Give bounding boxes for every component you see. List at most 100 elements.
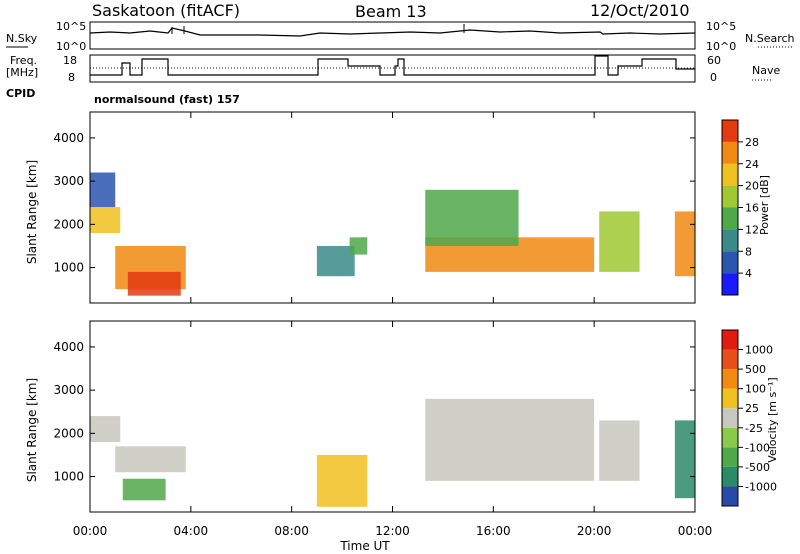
- colorbar-tick-label: 24: [745, 158, 759, 171]
- velocity-colorbar-label: Velocity [m s⁻¹]: [766, 377, 779, 462]
- velocity-panel: Slant Range [km] 1000 2000 3000 4000: [25, 320, 696, 513]
- scatter-region: [425, 189, 519, 246]
- power-colorbar-ticks: 4 8 12 16 20 24 28: [738, 136, 759, 280]
- scatter-region: [599, 420, 640, 481]
- power-colorbar-label: Power [dB]: [758, 175, 771, 235]
- noise-panel: N.Sky 10^5 10^0 10^5 10^0 N.Search: [6, 20, 795, 53]
- colorbar-tick-label: 100: [745, 383, 766, 396]
- colorbar-tick-label: -25: [745, 422, 763, 435]
- power-yticks: 1000 2000 3000 4000: [53, 131, 695, 275]
- colorbar-swatch: [722, 408, 738, 428]
- colorbar-swatch: [722, 486, 738, 506]
- y-tick-label: 4000: [53, 131, 84, 145]
- x-tick-label: 08:00: [274, 524, 309, 538]
- colorbar-swatch: [722, 163, 738, 186]
- freq-label-line1: Freq.: [10, 54, 37, 67]
- colorbar-swatch: [722, 120, 738, 142]
- colorbar-swatch: [722, 330, 738, 350]
- colorbar-tick-label: 20: [745, 180, 759, 193]
- velocity-yticks: 1000 2000 3000 4000: [53, 340, 695, 484]
- power-marks: [90, 172, 695, 296]
- nave-label: Nave: [752, 64, 780, 77]
- scatter-region: [674, 211, 695, 277]
- x-tick-label: 12:00: [375, 524, 410, 538]
- x-tick-label: 16:00: [476, 524, 511, 538]
- scatter-region: [316, 245, 355, 277]
- colorbar-swatch: [722, 466, 738, 487]
- beam-title: Beam 13: [355, 2, 427, 21]
- colorbar-swatch: [722, 229, 738, 252]
- y-tick-label: 3000: [53, 383, 84, 397]
- colorbar-swatch: [722, 273, 738, 295]
- colorbar-swatch: [722, 388, 738, 409]
- cpid-label: CPID: [6, 87, 35, 100]
- colorbar-swatch: [722, 349, 738, 370]
- colorbar-swatch: [722, 369, 738, 389]
- scatter-region: [90, 416, 121, 442]
- colorbar-tick-label: -100: [745, 441, 770, 454]
- scatter-region: [674, 420, 695, 499]
- freq-trace: [90, 55, 695, 76]
- power-colorbar-swatches: [722, 120, 738, 295]
- freq-panel: Freq. [MHz] 18 8 60 0 Nave CPID normalso…: [6, 54, 780, 106]
- velocity-colorbar-ticks: 1000 500 100 25 -25 -100 -500 -1000: [738, 344, 777, 493]
- nsearch-label: N.Search: [745, 32, 795, 45]
- nsky-tick-bottom: 10^0: [56, 40, 86, 53]
- y-tick-label: 1000: [53, 261, 84, 275]
- x-tick-label: 04:00: [174, 524, 209, 538]
- scatter-region: [425, 398, 595, 481]
- colorbar-tick-label: 8: [745, 245, 752, 258]
- colorbar-tick-label: 4: [745, 267, 752, 280]
- scatter-region: [316, 454, 368, 507]
- colorbar-tick-label: -1000: [745, 480, 777, 493]
- velocity-ylabel: Slant Range [km]: [25, 378, 39, 482]
- scatter-region: [127, 271, 181, 296]
- scatter-region: [90, 172, 116, 208]
- scatter-region: [349, 237, 368, 255]
- colorbar-tick-label: 1000: [745, 344, 773, 357]
- colorbar-tick-label: 25: [745, 402, 759, 415]
- colorbar-tick-label: -500: [745, 461, 770, 474]
- power-ylabel: Slant Range [km]: [25, 160, 39, 264]
- freq-label-line2: [MHz]: [6, 66, 38, 79]
- power-panel: Slant Range [km] 1000 2000 3000 4000: [25, 111, 696, 304]
- x-tick-label: 20:00: [577, 524, 612, 538]
- nave-tick-bottom: 0: [710, 71, 717, 84]
- nsearch-tick-bottom: 10^0: [706, 40, 736, 53]
- date-title: 12/Oct/2010: [590, 1, 690, 20]
- colorbar-swatch: [722, 141, 738, 164]
- y-tick-label: 4000: [53, 340, 84, 354]
- nsky-label: N.Sky: [6, 32, 38, 45]
- scatter-region: [90, 207, 121, 233]
- velocity-colorbar-frame: [721, 329, 739, 507]
- time-axis: 00:00 04:00 08:00 12:00 16:00 20:00 00:00: [73, 112, 713, 538]
- velocity-marks: [90, 398, 695, 507]
- velocity-colorbar: 1000 500 100 25 -25 -100 -500 -1000 Velocity [m…: [721, 329, 779, 507]
- y-tick-label: 3000: [53, 174, 84, 188]
- power-colorbar: 4 8 12 16 20 24 28 Power [dB]: [721, 119, 771, 296]
- x-tick-label: 00:00: [73, 524, 108, 538]
- scatter-region: [599, 211, 640, 272]
- x-tick-label: 00:00: [678, 524, 713, 538]
- nsearch-tick-top: 10^5: [706, 20, 736, 33]
- colorbar-tick-label: 500: [745, 363, 766, 376]
- freq-tick-top: 18: [63, 54, 77, 67]
- y-tick-label: 2000: [53, 426, 84, 440]
- colorbar-swatch: [722, 185, 738, 208]
- colorbar-swatch: [722, 427, 738, 448]
- nsky-trace: [89, 27, 696, 37]
- freq-tick-bottom: 8: [68, 71, 75, 84]
- nsky-tick-top: 10^5: [56, 20, 86, 33]
- velocity-plot-frame: [89, 320, 696, 513]
- station-title: Saskatoon (fitACF): [92, 1, 240, 20]
- scatter-region: [122, 478, 166, 501]
- y-tick-label: 2000: [53, 217, 84, 231]
- colorbar-swatch: [722, 251, 738, 274]
- time-axis-label: Time UT: [339, 539, 390, 553]
- noise-panel-frame: [89, 21, 696, 50]
- cpid-value: normalsound (fast) 157: [94, 93, 240, 106]
- velocity-colorbar-swatches: [722, 330, 738, 506]
- nave-tick-top: 60: [707, 54, 721, 67]
- colorbar-swatch: [722, 447, 738, 467]
